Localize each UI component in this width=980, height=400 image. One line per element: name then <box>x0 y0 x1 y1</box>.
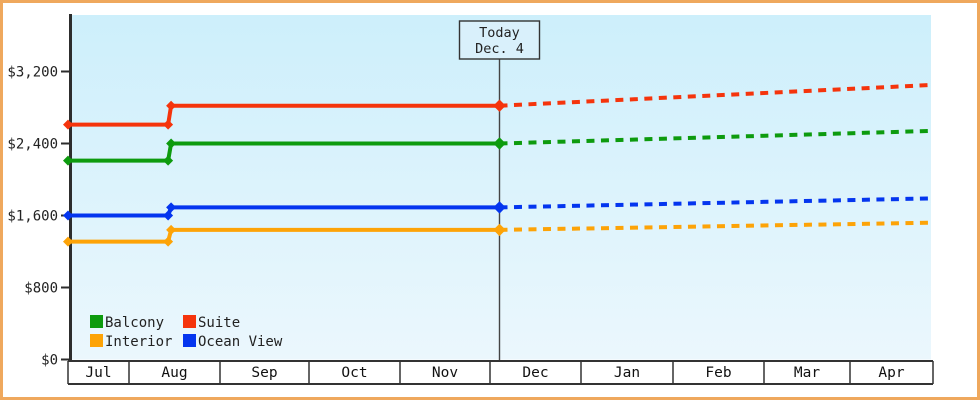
legend-swatch-suite <box>183 315 196 328</box>
legend: Balcony Suite Interior Ocean View <box>90 315 283 350</box>
legend-swatch-ocean-view <box>183 334 196 347</box>
today-box <box>458 20 541 60</box>
month-label: Sep <box>251 365 277 381</box>
legend-item-balcony[interactable]: Balcony <box>90 315 164 331</box>
month-label: Jul <box>85 365 111 381</box>
series-marker <box>493 99 506 112</box>
legend-item-suite[interactable]: Suite <box>183 315 240 331</box>
month-label: Feb <box>705 365 731 381</box>
series-history-line-interior <box>68 227 500 244</box>
series-ocean-view <box>63 196 932 221</box>
series-suite <box>63 83 932 130</box>
legend-label-ocean-view: Ocean View <box>198 334 283 350</box>
series-marker <box>493 137 506 150</box>
month-label: Apr <box>878 365 904 381</box>
y-tick-label: $2,400 <box>7 137 58 153</box>
legend-label-interior: Interior <box>105 334 172 350</box>
series-marker <box>163 236 174 247</box>
y-tick-label: $0 <box>41 353 58 369</box>
today-box-title: Today <box>479 25 520 41</box>
series-marker <box>63 210 73 221</box>
month-label: Dec <box>522 365 548 381</box>
legend-item-interior[interactable]: Interior <box>90 334 172 350</box>
series-marker <box>63 119 73 130</box>
legend-item-ocean-view[interactable]: Ocean View <box>183 334 283 350</box>
y-tick-label: $1,600 <box>7 209 58 225</box>
month-label: Jan <box>614 365 640 381</box>
series-marker <box>493 201 506 214</box>
series-marker <box>163 119 174 130</box>
y-tick-label: $800 <box>24 281 58 297</box>
series-history-line-balcony <box>68 141 500 163</box>
series-balcony <box>63 128 932 166</box>
y-tick-label: $3,200 <box>7 65 58 81</box>
month-label: Oct <box>341 365 367 381</box>
month-label: Aug <box>161 365 187 381</box>
legend-label-balcony: Balcony <box>105 315 164 331</box>
month-label: Nov <box>432 365 458 381</box>
series-history-line-ocean-view <box>68 205 500 218</box>
series-marker <box>163 210 174 221</box>
month-label: Mar <box>794 365 820 381</box>
series-marker <box>166 202 177 213</box>
plot-background <box>72 15 931 360</box>
legend-swatch-interior <box>90 334 103 347</box>
series-history-line-suite <box>68 103 500 127</box>
series-marker <box>493 223 506 237</box>
x-axis-month-strip: Jul Aug Sep Oct Nov Dec Jan Feb Mar Apr <box>67 360 934 385</box>
series-marker <box>163 155 174 166</box>
series-marker <box>166 224 177 235</box>
legend-label-suite: Suite <box>198 315 240 331</box>
legend-swatch-balcony <box>90 315 103 328</box>
series-marker <box>63 155 73 166</box>
series-interior <box>63 220 932 247</box>
today-box-date: Dec. 4 <box>475 41 524 57</box>
series-marker <box>166 138 177 149</box>
series-marker <box>63 236 73 247</box>
series-marker <box>166 100 177 111</box>
